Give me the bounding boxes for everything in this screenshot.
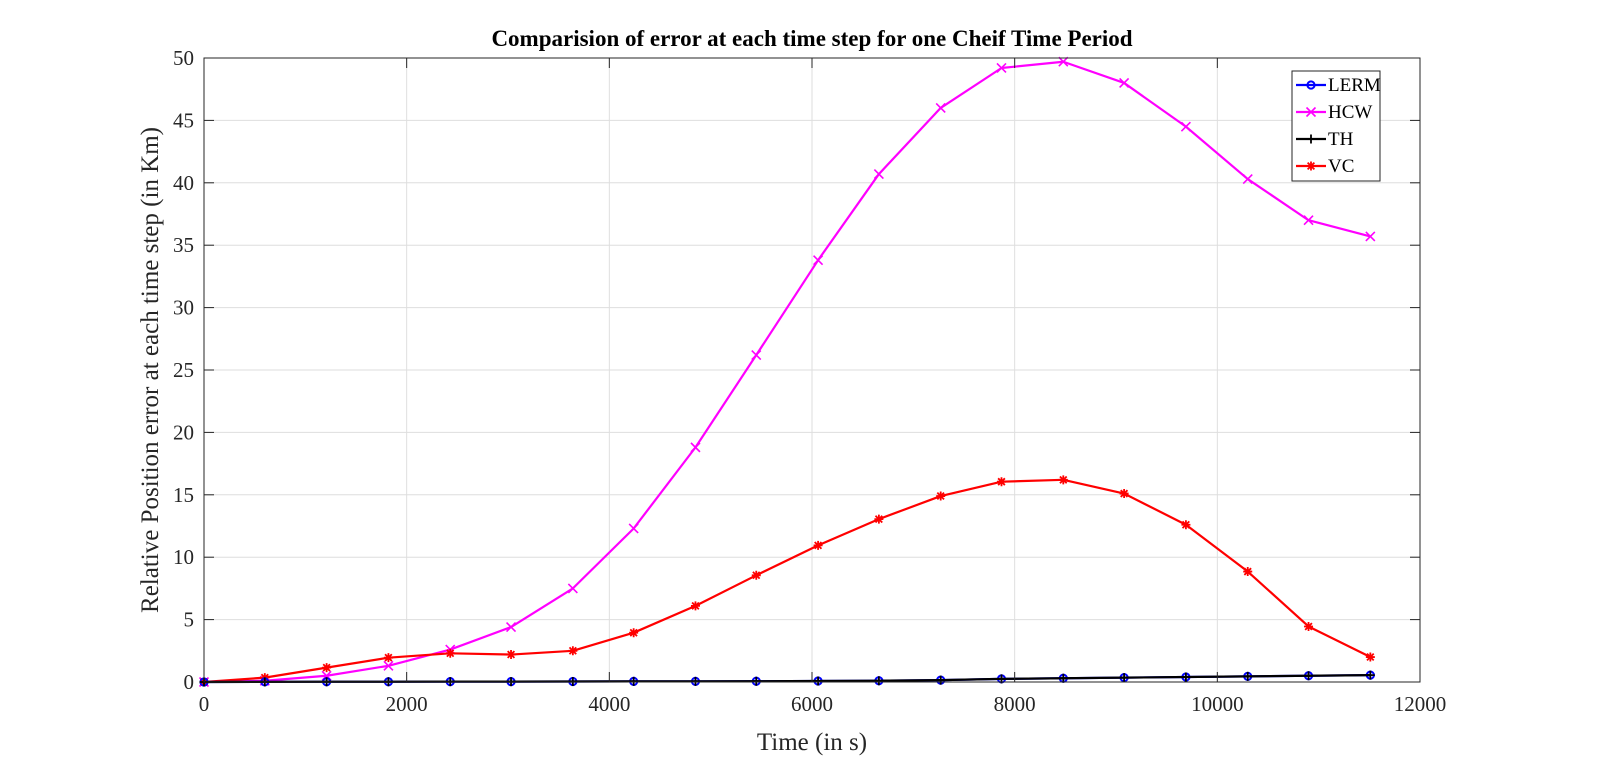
data-point-th	[1365, 670, 1375, 680]
data-point-th	[874, 676, 884, 686]
x-tick-label: 0	[199, 692, 210, 716]
legend-box	[1291, 70, 1381, 182]
data-point-vc	[751, 570, 761, 580]
data-point-hcw	[813, 255, 824, 266]
data-point-vc	[322, 663, 332, 673]
data-point-vc	[1181, 520, 1191, 530]
legend-label-th: TH	[1328, 129, 1354, 150]
y-tick-label: 15	[173, 483, 194, 507]
y-axis-label: Relative Position error at each time ste…	[137, 127, 164, 613]
data-point-hcw	[1242, 173, 1253, 185]
data-point-hcw	[567, 583, 578, 594]
data-point-hcw	[751, 349, 762, 361]
data-point-hcw	[383, 660, 394, 671]
x-tick-label: 12000	[1394, 692, 1447, 716]
legend: LERM HCW TH VC	[1291, 70, 1381, 182]
y-tick-label: 25	[173, 358, 194, 382]
data-point-vc	[1304, 621, 1314, 631]
y-tick-label: 20	[173, 420, 194, 444]
legend-label-vc: VC	[1328, 156, 1354, 177]
data-point-hcw	[1303, 215, 1314, 226]
x-tick-label: 8000	[994, 692, 1036, 716]
x-tick-label: 10000	[1191, 692, 1244, 716]
y-tick-label: 10	[173, 545, 194, 569]
y-tick-label: 45	[173, 108, 194, 132]
data-point-vc	[383, 653, 393, 663]
x-tick-label: 4000	[588, 692, 630, 716]
data-point-vc	[996, 477, 1006, 487]
data-point-th	[629, 676, 639, 686]
data-point-hcw	[628, 523, 639, 534]
data-point-vc	[506, 650, 516, 660]
data-point-th	[1243, 671, 1253, 681]
data-point-vc	[690, 601, 700, 611]
y-tick-label: 5	[184, 608, 195, 632]
data-point-th	[1304, 671, 1314, 681]
y-tick-label: 40	[173, 171, 194, 195]
grid	[204, 58, 1420, 682]
data-point-hcw	[935, 102, 946, 113]
data-point-hcw	[1365, 231, 1376, 242]
data-point-th	[1119, 673, 1129, 683]
data-point-th	[1058, 673, 1068, 683]
legend-marker-hcw	[1305, 106, 1317, 118]
y-tick-label: 35	[173, 233, 194, 257]
data-point-vc	[629, 628, 639, 638]
data-point-vc	[813, 540, 823, 550]
data-point-hcw	[873, 168, 884, 180]
chart-title: Comparision of error at each time step f…	[491, 26, 1132, 51]
data-point-th	[1181, 672, 1191, 682]
data-point-hcw	[690, 442, 701, 453]
x-tick-label: 2000	[386, 692, 428, 716]
data-point-vc	[1119, 489, 1129, 499]
data-point-vc	[874, 514, 884, 524]
data-point-vc	[936, 491, 946, 501]
legend-label-hcw: HCW	[1328, 102, 1372, 123]
data-point-hcw	[996, 62, 1007, 74]
data-point-th	[813, 676, 823, 686]
x-tick-label: 6000	[791, 692, 833, 716]
data-point-vc	[568, 646, 578, 656]
y-tick-label: 30	[173, 296, 194, 320]
data-point-hcw	[505, 622, 517, 633]
data-point-hcw	[1180, 121, 1191, 132]
data-point-vc	[1365, 652, 1375, 662]
series-line-vc	[203, 478, 1371, 684]
axes: 0 2000 4000 6000 8000 10000 12000 0 5 10 15 20 25 30 3…	[173, 46, 1446, 716]
data-point-vc	[1058, 475, 1068, 485]
y-tick-label: 0	[184, 670, 195, 694]
x-axis-label: Time (in s)	[757, 729, 867, 756]
legend-label-lerm: LERM	[1328, 75, 1381, 96]
series-line-hcw	[203, 60, 1371, 684]
data-point-hcw	[1058, 56, 1069, 67]
y-tick-label: 50	[173, 46, 194, 70]
data-point-th	[751, 676, 761, 686]
data-point-vc	[1243, 567, 1253, 577]
data-point-hcw	[1119, 77, 1130, 89]
data-point-th	[690, 676, 700, 686]
data-point-vc	[445, 648, 455, 658]
legend-marker-lerm	[1306, 80, 1316, 90]
legend-marker-th	[1306, 134, 1316, 144]
legend-marker-vc	[1306, 161, 1316, 171]
data-point-th	[936, 675, 946, 685]
